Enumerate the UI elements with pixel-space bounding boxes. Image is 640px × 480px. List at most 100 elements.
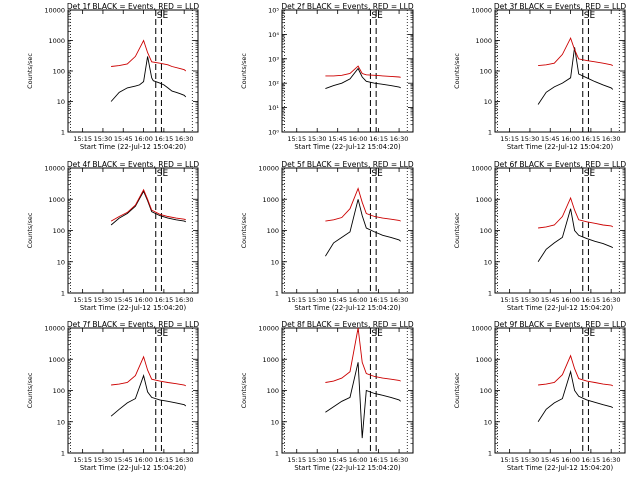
y-tick-label: 10000 — [258, 325, 279, 333]
x-tick-label: 15:15 — [500, 296, 519, 304]
x-axis-label: Start Time (22-Jul-12 15:04:20) — [80, 143, 187, 151]
y-tick-label: 100 — [53, 68, 65, 76]
chart-title: Det 6f BLACK = Events, RED = LLD — [494, 160, 627, 169]
x-tick-label: 16:30 — [175, 135, 194, 143]
series-line-events — [325, 67, 401, 90]
y-tick-label: 100 — [53, 227, 65, 235]
chart-panel-7: Det 7f BLACK = Events, RED = LLD Counts/s… — [26, 320, 199, 472]
annotation-e: E — [377, 11, 383, 21]
x-tick-label: 15:15 — [287, 135, 306, 143]
plot-frame — [67, 167, 199, 294]
chart-panel-8: Det 8f BLACK = Events, RED = LLD Counts/s… — [240, 320, 414, 472]
x-tick-label: 15:15 — [287, 296, 306, 304]
annotation-s: S — [584, 169, 590, 179]
x-axis-label: Start Time (22-Jul-12 15:04:20) — [294, 464, 401, 472]
x-tick-label: 16:15 — [369, 296, 388, 304]
annotation-e: E — [377, 329, 383, 339]
y-tick-label: 100 — [267, 387, 279, 395]
series-line-events — [110, 190, 186, 226]
y-tick-label: 1 — [61, 290, 65, 298]
annotation-e: E — [589, 329, 595, 339]
x-tick-label: 16:30 — [175, 456, 194, 464]
y-axis-label: Counts/sec — [26, 212, 34, 248]
chart-title: Det 7f BLACK = Events, RED = LLD — [67, 320, 200, 329]
y-tick-label: 1 — [488, 290, 492, 298]
x-axis-label: Start Time (22-Jul-12 15:04:20) — [294, 143, 401, 151]
plot-frame — [281, 9, 414, 133]
x-tick-label: 15:30 — [94, 135, 113, 143]
annotation-s: S — [584, 11, 590, 21]
series-line-events — [537, 47, 614, 105]
chart-panel-9: Det 9f BLACK = Events, RED = LLD Counts/s… — [453, 320, 626, 472]
x-tick-label: 16:00 — [349, 135, 368, 143]
y-tick-label: 10 — [271, 418, 279, 426]
x-tick-label: 16:30 — [602, 456, 621, 464]
y-tick-label: 10000 — [471, 165, 492, 173]
x-tick-label: 16:00 — [561, 296, 580, 304]
chart-title: Det 2f BLACK = Events, RED = LLD — [281, 2, 414, 11]
x-tick-label: 15:15 — [73, 456, 92, 464]
x-tick-label: 16:15 — [155, 456, 174, 464]
chart-panel-3: Det 3f BLACK = Events, RED = LLD Counts/s… — [453, 2, 626, 151]
series-line-lld — [325, 187, 401, 222]
x-axis-label: Start Time (22-Jul-12 15:04:20) — [507, 304, 614, 312]
chart-panel-2: Det 2f BLACK = Events, RED = LLD Counts/s… — [240, 2, 414, 151]
x-axis-label: Start Time (22-Jul-12 15:04:20) — [507, 464, 614, 472]
y-tick-label: 10000 — [258, 165, 279, 173]
x-tick-label: 15:45 — [541, 296, 560, 304]
chart-title: Det 5f BLACK = Events, RED = LLD — [281, 160, 414, 169]
x-axis-label: Start Time (22-Jul-12 15:04:20) — [80, 304, 187, 312]
plot-frame — [67, 327, 199, 454]
y-tick-label: 10¹ — [268, 104, 279, 112]
series-line-lld — [538, 36, 614, 67]
annotation-e: E — [162, 169, 168, 179]
y-tick-label: 1000 — [48, 196, 65, 204]
y-tick-label: 10³ — [268, 55, 279, 63]
x-axis-label: Start Time (22-Jul-12 15:04:20) — [294, 304, 401, 312]
x-tick-label: 15:30 — [521, 135, 540, 143]
x-tick-label: 15:15 — [500, 456, 519, 464]
x-tick-label: 15:45 — [114, 456, 133, 464]
y-tick-label: 10 — [271, 258, 279, 266]
y-tick-label: 1 — [488, 450, 492, 458]
chart-title: Det 3f BLACK = Events, RED = LLD — [494, 2, 627, 11]
chart-title: Det 9f BLACK = Events, RED = LLD — [494, 320, 627, 329]
y-tick-label: 1 — [275, 450, 279, 458]
x-tick-label: 16:15 — [582, 456, 601, 464]
y-tick-label: 1 — [61, 450, 65, 458]
x-tick-label: 16:15 — [155, 135, 174, 143]
x-tick-label: 16:00 — [134, 135, 153, 143]
annotation-s: S — [157, 169, 163, 179]
y-tick-label: 100 — [480, 68, 492, 76]
y-tick-label: 100 — [53, 387, 65, 395]
x-tick-label: 16:15 — [582, 135, 601, 143]
y-tick-label: 100 — [267, 227, 279, 235]
x-tick-label: 15:45 — [541, 456, 560, 464]
x-tick-label: 16:30 — [175, 296, 194, 304]
x-tick-label: 15:30 — [308, 135, 327, 143]
plot-frame — [494, 327, 626, 454]
y-axis-label: Counts/sec — [240, 212, 248, 248]
chart-title: Det 8f BLACK = Events, RED = LLD — [281, 320, 414, 329]
y-axis-label: Counts/sec — [240, 53, 248, 89]
series-line-events — [537, 208, 614, 263]
y-tick-label: 1000 — [262, 356, 279, 364]
plot-frame — [494, 167, 626, 294]
x-tick-label: 15:30 — [94, 296, 113, 304]
x-tick-label: 15:30 — [94, 456, 113, 464]
y-tick-label: 1000 — [475, 37, 492, 45]
x-tick-label: 15:15 — [73, 135, 92, 143]
x-tick-label: 15:45 — [541, 135, 560, 143]
x-tick-label: 15:45 — [328, 296, 347, 304]
y-tick-label: 1000 — [48, 356, 65, 364]
x-tick-label: 15:15 — [73, 296, 92, 304]
y-axis-label: Counts/sec — [26, 372, 34, 408]
y-tick-label: 10 — [57, 258, 65, 266]
y-tick-label: 10000 — [44, 7, 65, 15]
y-axis-label: Counts/sec — [26, 53, 34, 89]
x-tick-label: 15:30 — [521, 296, 540, 304]
y-tick-label: 10 — [484, 418, 492, 426]
x-tick-label: 15:30 — [521, 456, 540, 464]
y-tick-label: 10000 — [44, 325, 65, 333]
